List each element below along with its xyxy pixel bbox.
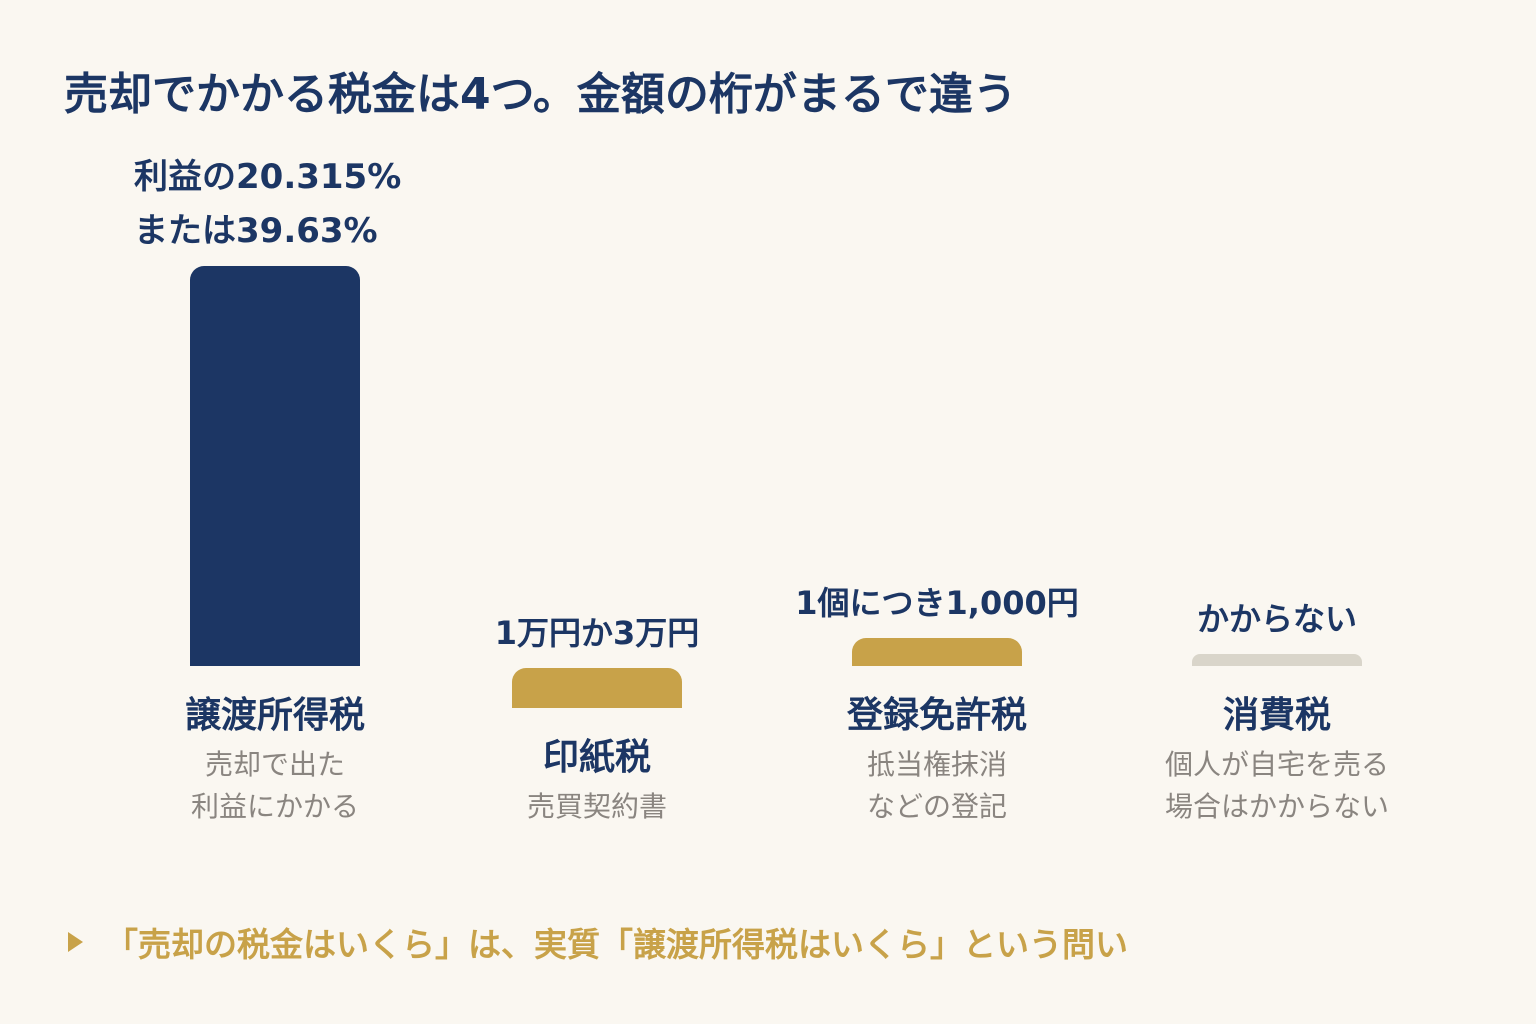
- category-description-1: 売却で出た利益にかかる: [95, 744, 455, 828]
- category-label-2: 印紙税: [542, 737, 651, 778]
- category-label-3: 登録免許税: [846, 695, 1027, 736]
- category-description-3: 抵当権抹消などの登記: [757, 744, 1117, 828]
- description-line: 利益にかかる: [190, 790, 359, 823]
- bar-2: [512, 668, 682, 708]
- description-line: 売却で出た: [204, 748, 345, 781]
- description-line: 売買契約書: [526, 790, 667, 823]
- value-label-2: 1万円か3万円: [494, 614, 700, 652]
- description-line: などの登記: [866, 790, 1007, 823]
- bar-1: [190, 266, 360, 666]
- value-label-1-line-2: または39.63%: [134, 211, 378, 251]
- description-line: 個人が自宅を売る: [1164, 748, 1389, 781]
- bar-4: [1192, 654, 1362, 666]
- description-line: 場合はかからない: [1164, 790, 1389, 823]
- category-label-1: 譲渡所得税: [184, 695, 365, 736]
- category-description-4: 個人が自宅を売る 場合はかからない: [1097, 744, 1457, 828]
- category-label-4: 消費税: [1222, 695, 1331, 736]
- chart-title: 売却でかかる税金は4つ。金額の桁がまるで違う: [64, 69, 1017, 120]
- footer-note: 「売却の税金はいくら」は、実質「譲渡所得税はいくら」という問い: [64, 920, 1128, 964]
- category-description-2: 売買契約書: [417, 786, 777, 828]
- value-label-1-line-1: 利益の20.315%: [134, 157, 402, 197]
- triangle-marker-icon: [68, 932, 83, 952]
- value-label-4: かからない: [1196, 600, 1357, 638]
- bar-3: [852, 638, 1022, 666]
- value-label-3: 1個につき1,000円: [795, 584, 1079, 622]
- description-line: 抵当権抹消: [866, 748, 1007, 781]
- footer-text: 「売却の税金はいくら」は、実質「譲渡所得税はいくら」という問い: [105, 925, 1128, 964]
